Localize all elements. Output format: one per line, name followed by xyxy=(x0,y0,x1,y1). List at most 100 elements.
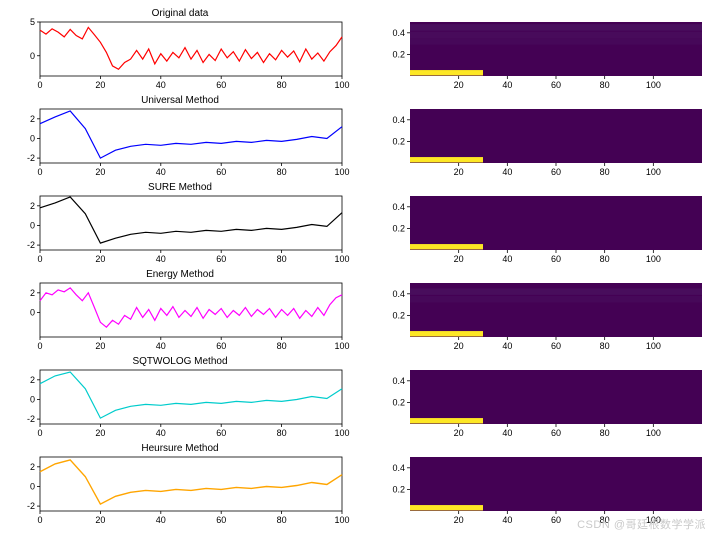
heatmap-svg: 0.20.420406080100 xyxy=(370,271,710,351)
svg-text:20: 20 xyxy=(454,254,464,264)
line-plot-cell: Original data05020406080100 xyxy=(10,10,350,93)
svg-text:0: 0 xyxy=(30,133,35,143)
plot-title: SQTWOLOG Method xyxy=(10,356,350,367)
plot-title: Heursure Method xyxy=(10,443,350,454)
svg-text:100: 100 xyxy=(646,428,661,438)
svg-text:80: 80 xyxy=(277,428,287,438)
svg-text:60: 60 xyxy=(216,515,226,525)
svg-text:0: 0 xyxy=(30,394,35,404)
line-plot-svg: 05020406080100 xyxy=(10,10,350,90)
line-plot-cell: SQTWOLOG Method-202020406080100 xyxy=(10,358,350,441)
heatmap-cell: 0.20.420406080100 xyxy=(370,10,710,93)
svg-text:0: 0 xyxy=(37,80,42,90)
svg-text:80: 80 xyxy=(277,167,287,177)
heatmap-svg: 0.20.420406080100 xyxy=(370,445,710,525)
svg-text:40: 40 xyxy=(156,167,166,177)
svg-text:40: 40 xyxy=(156,428,166,438)
svg-text:100: 100 xyxy=(334,167,349,177)
svg-text:80: 80 xyxy=(600,428,610,438)
line-plot-svg: -202020406080100 xyxy=(10,184,350,264)
svg-text:60: 60 xyxy=(551,80,561,90)
subplot-grid: Original data050204060801000.20.42040608… xyxy=(10,10,710,528)
svg-text:60: 60 xyxy=(216,80,226,90)
svg-text:60: 60 xyxy=(551,341,561,351)
svg-text:20: 20 xyxy=(454,341,464,351)
svg-text:60: 60 xyxy=(551,515,561,525)
heatmap-cell: 0.20.420406080100 xyxy=(370,184,710,267)
svg-text:80: 80 xyxy=(277,254,287,264)
line-plot-svg: -202020406080100 xyxy=(10,445,350,525)
heatmap-cell: 0.20.420406080100 xyxy=(370,97,710,180)
svg-text:40: 40 xyxy=(502,254,512,264)
svg-text:100: 100 xyxy=(646,167,661,177)
svg-text:0.4: 0.4 xyxy=(392,115,405,125)
svg-text:20: 20 xyxy=(95,428,105,438)
line-plot-svg: -202020406080100 xyxy=(10,358,350,438)
svg-text:40: 40 xyxy=(502,341,512,351)
svg-text:0.4: 0.4 xyxy=(392,28,405,38)
svg-text:-2: -2 xyxy=(27,240,35,250)
svg-text:2: 2 xyxy=(30,375,35,385)
svg-text:20: 20 xyxy=(454,167,464,177)
svg-text:0.2: 0.2 xyxy=(392,49,405,59)
svg-text:20: 20 xyxy=(95,515,105,525)
heatmap-svg: 0.20.420406080100 xyxy=(370,184,710,264)
svg-text:80: 80 xyxy=(277,515,287,525)
svg-text:20: 20 xyxy=(454,515,464,525)
line-plot-cell: SURE Method-202020406080100 xyxy=(10,184,350,267)
svg-text:80: 80 xyxy=(600,80,610,90)
line-plot-cell: Energy Method02020406080100 xyxy=(10,271,350,354)
svg-text:0.2: 0.2 xyxy=(392,310,405,320)
svg-text:20: 20 xyxy=(95,341,105,351)
heatmap-cell: 0.20.420406080100 xyxy=(370,358,710,441)
svg-text:80: 80 xyxy=(600,167,610,177)
svg-text:40: 40 xyxy=(502,428,512,438)
heatmap-svg: 0.20.420406080100 xyxy=(370,10,710,90)
svg-text:100: 100 xyxy=(334,515,349,525)
svg-text:20: 20 xyxy=(95,80,105,90)
line-plot-cell: Heursure Method-202020406080100 xyxy=(10,445,350,528)
heatmap-svg: 0.20.420406080100 xyxy=(370,97,710,177)
svg-text:0.2: 0.2 xyxy=(392,223,405,233)
svg-text:-2: -2 xyxy=(27,501,35,511)
svg-text:100: 100 xyxy=(646,341,661,351)
svg-text:100: 100 xyxy=(646,80,661,90)
svg-text:0.4: 0.4 xyxy=(392,376,405,386)
heatmap-cell: 0.20.420406080100 xyxy=(370,271,710,354)
svg-text:0: 0 xyxy=(37,428,42,438)
svg-text:-2: -2 xyxy=(27,414,35,424)
svg-text:0.2: 0.2 xyxy=(392,136,405,146)
svg-text:100: 100 xyxy=(334,341,349,351)
svg-text:0.4: 0.4 xyxy=(392,202,405,212)
svg-text:60: 60 xyxy=(216,167,226,177)
svg-text:0: 0 xyxy=(30,220,35,230)
svg-text:0: 0 xyxy=(30,51,35,61)
plot-title: Universal Method xyxy=(10,95,350,106)
svg-text:20: 20 xyxy=(454,80,464,90)
svg-text:100: 100 xyxy=(646,254,661,264)
svg-text:2: 2 xyxy=(30,114,35,124)
line-plot-cell: Universal Method-202020406080100 xyxy=(10,97,350,180)
svg-text:20: 20 xyxy=(95,254,105,264)
svg-text:0.4: 0.4 xyxy=(392,463,405,473)
svg-text:60: 60 xyxy=(216,341,226,351)
line-plot-svg: -202020406080100 xyxy=(10,97,350,177)
plot-title: Energy Method xyxy=(10,269,350,280)
svg-text:40: 40 xyxy=(156,80,166,90)
svg-text:60: 60 xyxy=(216,254,226,264)
svg-text:80: 80 xyxy=(277,80,287,90)
svg-text:0: 0 xyxy=(37,341,42,351)
svg-text:100: 100 xyxy=(334,254,349,264)
svg-text:2: 2 xyxy=(30,201,35,211)
svg-text:0.2: 0.2 xyxy=(392,397,405,407)
svg-text:0: 0 xyxy=(30,481,35,491)
svg-text:60: 60 xyxy=(551,254,561,264)
svg-text:2: 2 xyxy=(30,288,35,298)
svg-text:100: 100 xyxy=(334,428,349,438)
svg-text:40: 40 xyxy=(502,167,512,177)
svg-text:100: 100 xyxy=(334,80,349,90)
svg-text:60: 60 xyxy=(551,428,561,438)
svg-text:80: 80 xyxy=(277,341,287,351)
svg-text:40: 40 xyxy=(502,515,512,525)
plot-title: SURE Method xyxy=(10,182,350,193)
